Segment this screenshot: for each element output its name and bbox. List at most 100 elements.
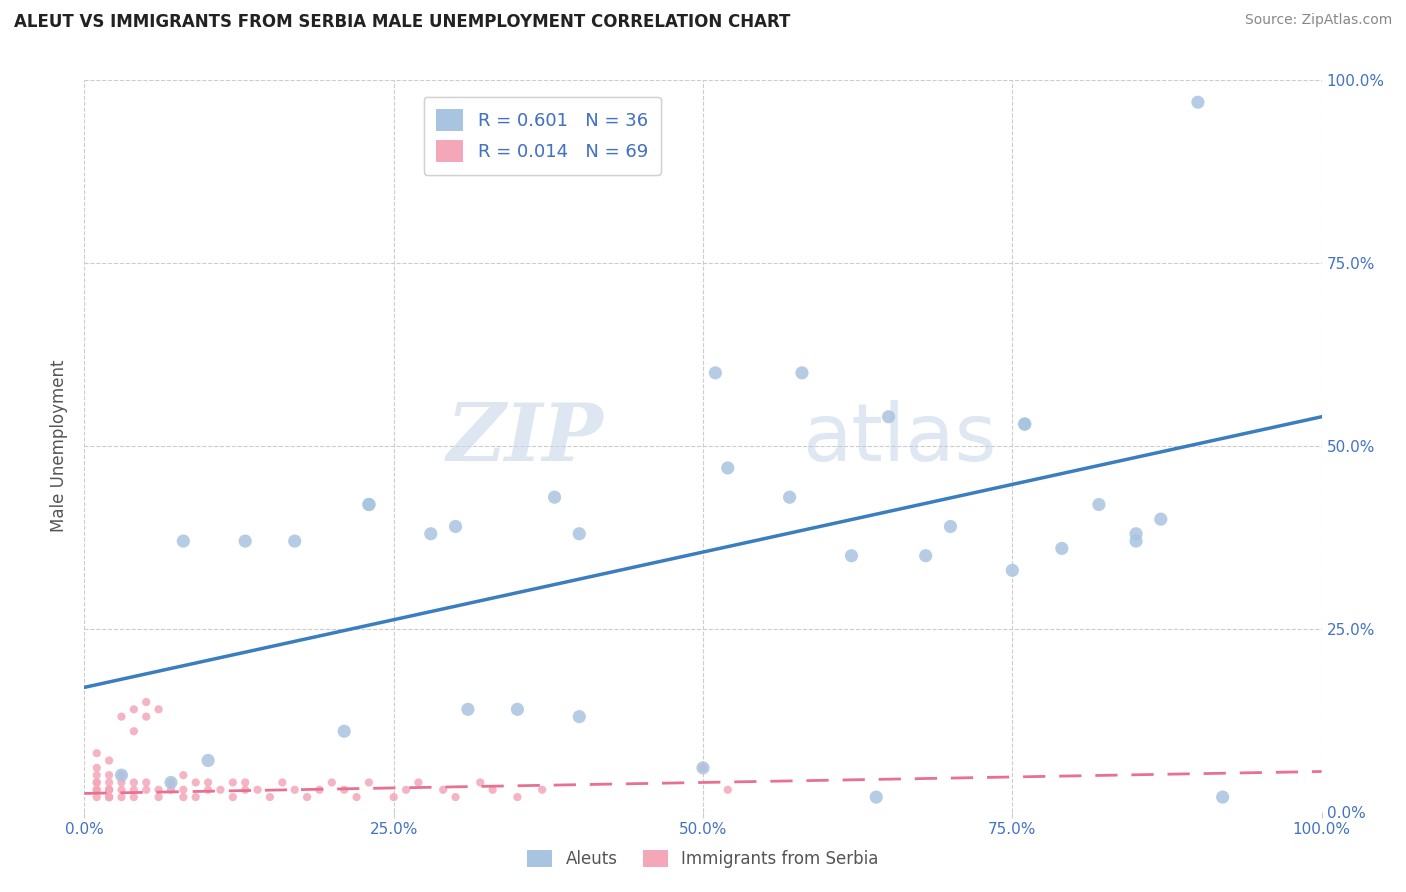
Point [877, 409, 900, 424]
Point [779, 490, 801, 504]
Point [568, 526, 591, 541]
Point [1212, 790, 1234, 805]
Point [98, 790, 121, 805]
Point [790, 366, 813, 380]
Point [122, 790, 145, 805]
Point [86, 790, 108, 805]
Point [86, 775, 108, 789]
Point [333, 724, 356, 739]
Point [1050, 541, 1073, 556]
Point [222, 775, 245, 789]
Point [1014, 417, 1036, 431]
Point [86, 782, 108, 797]
Point [233, 775, 256, 789]
Point [284, 534, 307, 549]
Legend: R = 0.601   N = 36, R = 0.014   N = 69: R = 0.601 N = 36, R = 0.014 N = 69 [423, 96, 661, 175]
Point [1150, 512, 1173, 526]
Point [98, 782, 121, 797]
Point [704, 366, 727, 380]
Point [865, 790, 887, 805]
Text: Source: ZipAtlas.com: Source: ZipAtlas.com [1244, 13, 1392, 28]
Point [148, 782, 170, 797]
Point [222, 790, 245, 805]
Point [172, 534, 194, 549]
Point [172, 790, 194, 805]
Point [86, 761, 108, 775]
Point [172, 768, 194, 782]
Point [271, 775, 294, 789]
Point [692, 761, 714, 775]
Point [1014, 417, 1036, 431]
Point [308, 782, 330, 797]
Point [531, 782, 554, 797]
Point [481, 782, 503, 797]
Point [98, 790, 121, 805]
Point [110, 709, 132, 723]
Point [506, 702, 529, 716]
Point [209, 782, 232, 797]
Point [160, 775, 183, 789]
Point [110, 782, 132, 797]
Point [135, 782, 157, 797]
Point [160, 782, 183, 797]
Point [98, 782, 121, 797]
Point [357, 498, 380, 512]
Point [110, 768, 132, 782]
Point [98, 754, 121, 768]
Point [122, 782, 145, 797]
Point [717, 461, 740, 475]
Point [197, 782, 219, 797]
Point [284, 782, 307, 797]
Point [321, 775, 343, 789]
Point [259, 790, 281, 805]
Point [110, 790, 132, 805]
Point [122, 724, 145, 739]
Point [135, 695, 157, 709]
Point [172, 782, 194, 797]
Point [717, 782, 740, 797]
Point [86, 746, 108, 760]
Point [346, 790, 368, 805]
Point [357, 498, 380, 512]
Point [197, 754, 219, 768]
Point [382, 790, 405, 805]
Point [333, 782, 356, 797]
Point [233, 782, 256, 797]
Point [86, 775, 108, 789]
Point [1088, 498, 1111, 512]
Point [86, 782, 108, 797]
Y-axis label: Male Unemployment: Male Unemployment [51, 359, 69, 533]
Point [246, 782, 269, 797]
Legend: Aleuts, Immigrants from Serbia: Aleuts, Immigrants from Serbia [520, 843, 886, 875]
Point [444, 790, 467, 805]
Point [1187, 95, 1209, 110]
Point [122, 702, 145, 716]
Point [1001, 563, 1024, 577]
Point [444, 519, 467, 533]
Point [457, 702, 479, 716]
Point [1125, 534, 1147, 549]
Point [295, 790, 318, 805]
Point [148, 702, 170, 716]
Text: ALEUT VS IMMIGRANTS FROM SERBIA MALE UNEMPLOYMENT CORRELATION CHART: ALEUT VS IMMIGRANTS FROM SERBIA MALE UNE… [14, 13, 790, 31]
Point [841, 549, 863, 563]
Point [98, 782, 121, 797]
Point [98, 768, 121, 782]
Point [135, 775, 157, 789]
Text: atlas: atlas [801, 400, 997, 478]
Text: ZIP: ZIP [447, 400, 605, 477]
Point [432, 782, 454, 797]
Point [110, 775, 132, 789]
Point [1125, 526, 1147, 541]
Point [197, 775, 219, 789]
Point [160, 775, 183, 789]
Point [86, 768, 108, 782]
Point [233, 534, 256, 549]
Point [506, 790, 529, 805]
Point [184, 790, 207, 805]
Point [122, 775, 145, 789]
Point [408, 775, 430, 789]
Point [395, 782, 418, 797]
Point [357, 775, 380, 789]
Point [98, 775, 121, 789]
